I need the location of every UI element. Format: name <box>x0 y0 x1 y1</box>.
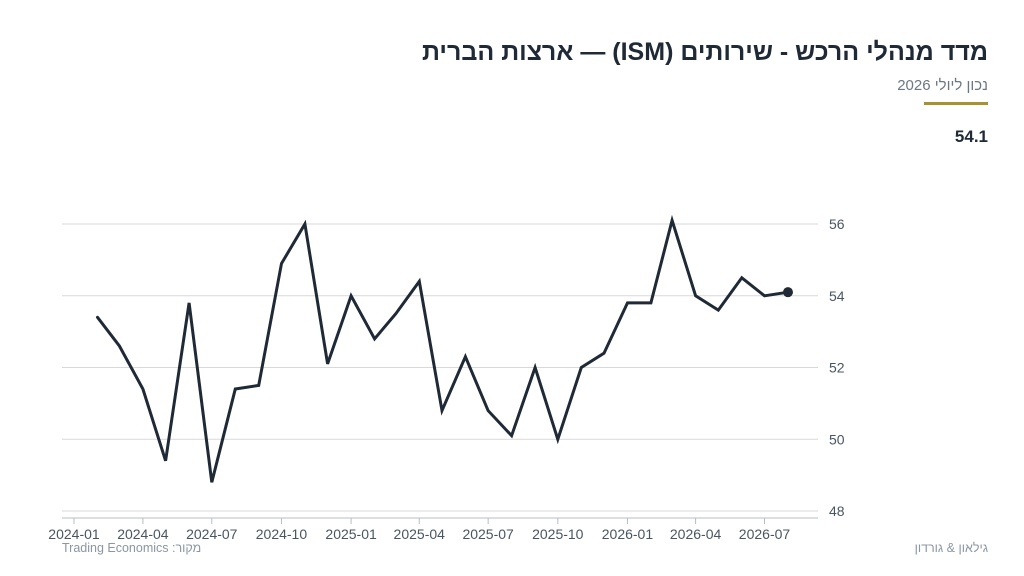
chart-title: מדד מנהלי הרכש - שירותים (ISM) — ארצות ה… <box>421 38 988 66</box>
x-tick-label: 2025-07 <box>462 526 514 542</box>
y-tick-label: 54 <box>829 288 845 304</box>
x-tick-label: 2025-04 <box>394 526 446 542</box>
x-tick-label: 2024-10 <box>256 526 308 542</box>
x-axis-labels: 2024-01 2024-04 2024-07 2024-10 2025-01 2025-… <box>48 518 790 542</box>
series-line <box>96 214 790 483</box>
y-tick-label: 52 <box>829 360 845 376</box>
y-tick-label: 48 <box>829 503 845 519</box>
y-tick-label: 50 <box>829 431 845 447</box>
chart-subtitle: נכון ליולי 2026 <box>897 77 988 94</box>
brand-credit: גילאון & גורדון <box>914 541 988 555</box>
x-tick-label: 2026-01 <box>602 526 654 542</box>
series <box>96 214 793 483</box>
accent-rule <box>924 102 988 105</box>
x-tick-label: 2024-01 <box>48 526 100 542</box>
x-tick-label: 2024-07 <box>186 526 238 542</box>
x-tick-label: 2026-04 <box>670 526 722 542</box>
x-tick-label: 2026-07 <box>739 526 791 542</box>
x-tick-label: 2024-04 <box>117 526 169 542</box>
source-credit: מקור: Trading Economics <box>62 541 202 555</box>
y-tick-label: 56 <box>829 216 845 232</box>
x-tick-label: 2025-10 <box>532 526 584 542</box>
latest-value: 54.1 <box>954 127 988 146</box>
y-axis-labels: 48 50 52 54 56 <box>829 216 845 519</box>
gridlines <box>62 223 818 512</box>
x-tick-label: 2025-01 <box>325 526 377 542</box>
last-point-marker <box>782 287 793 298</box>
